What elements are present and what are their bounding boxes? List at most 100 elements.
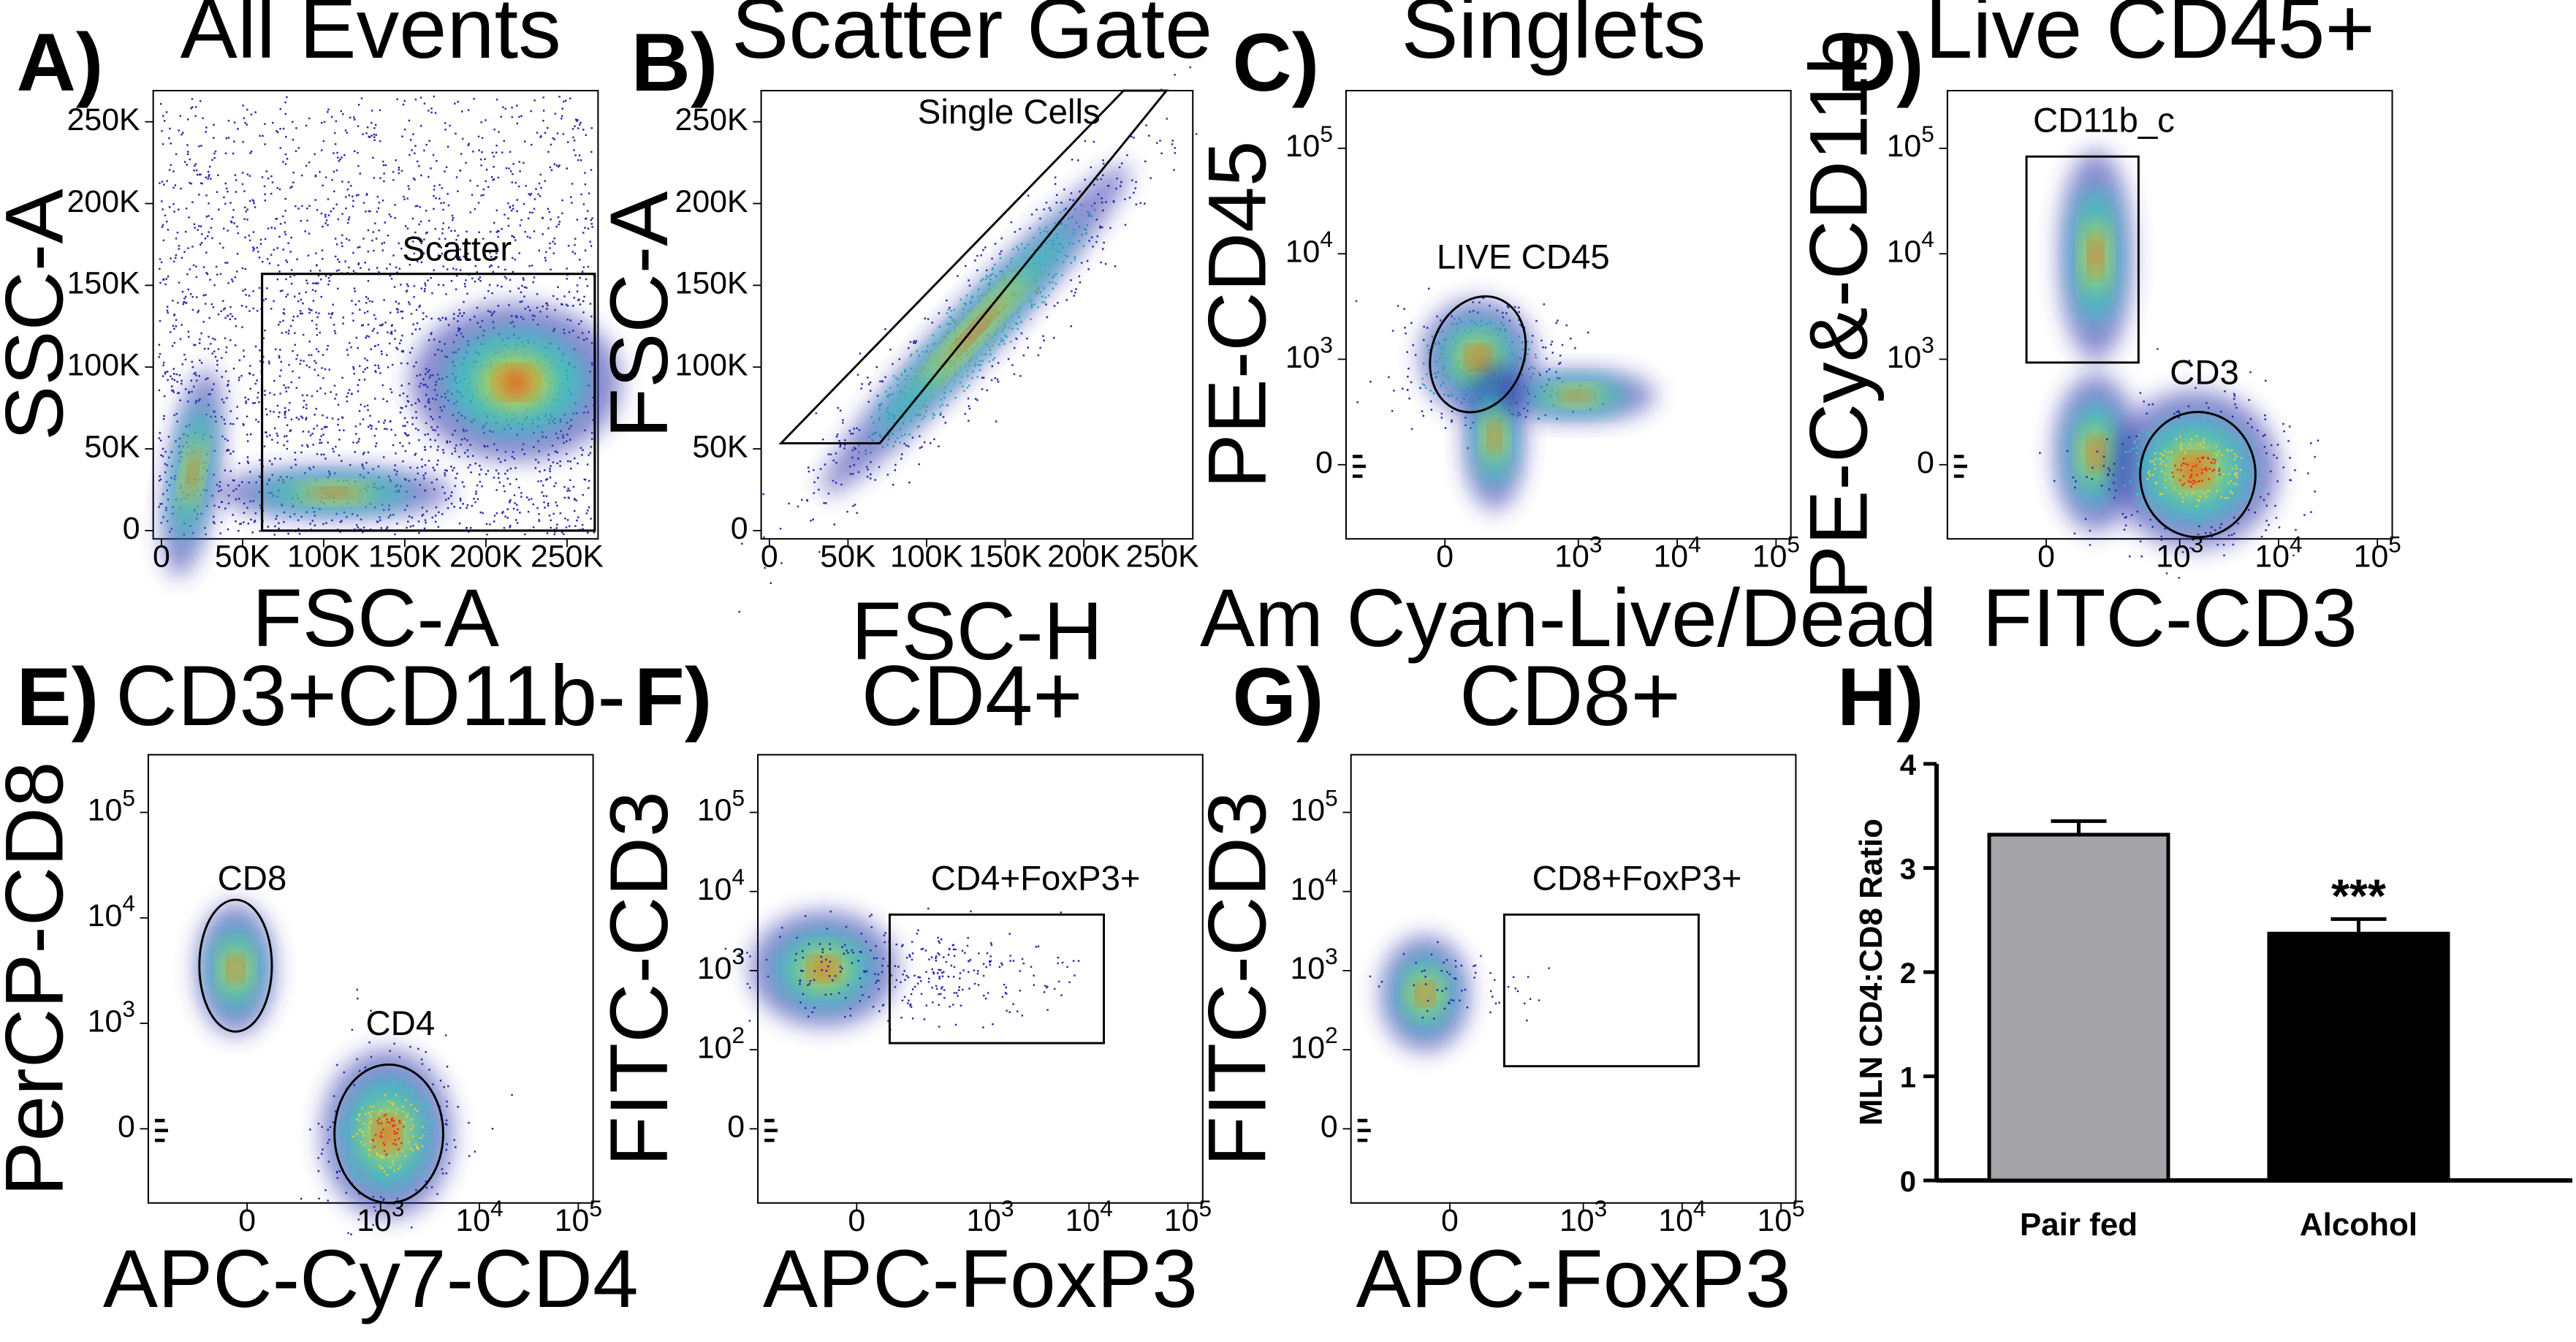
event-dot xyxy=(2144,504,2146,507)
event-dot xyxy=(315,311,317,314)
event-dot xyxy=(2218,468,2221,470)
event-dot xyxy=(240,305,243,307)
event-dot xyxy=(338,1170,341,1172)
panel-label: F) xyxy=(634,651,712,743)
event-dot xyxy=(221,357,223,360)
event-dot xyxy=(2114,490,2117,492)
event-dot xyxy=(2314,455,2316,458)
event-dot xyxy=(2194,510,2196,512)
event-dot xyxy=(884,941,886,944)
event-dot xyxy=(2181,551,2184,553)
event-dot xyxy=(448,1162,450,1164)
event-dot xyxy=(337,423,339,426)
event-dot xyxy=(493,155,495,158)
event-dot xyxy=(1057,980,1060,983)
event-dot xyxy=(2226,449,2228,451)
event-dot xyxy=(412,323,415,326)
event-dot xyxy=(186,153,189,156)
event-dot xyxy=(403,198,406,200)
event-dot xyxy=(425,1139,428,1142)
event-dot xyxy=(210,218,213,220)
event-dot xyxy=(1532,335,1534,337)
density-peak xyxy=(188,456,198,490)
event-dot xyxy=(287,332,290,335)
event-dot xyxy=(392,179,395,181)
event-dot xyxy=(205,271,208,274)
event-dot xyxy=(1131,135,1133,138)
event-dot xyxy=(433,95,436,98)
event-dot xyxy=(305,407,308,410)
event-dot xyxy=(320,212,323,215)
event-dot xyxy=(877,973,880,976)
event-dot xyxy=(200,145,202,147)
event-dot xyxy=(413,258,416,260)
y-axis-label: FITC-CD3 xyxy=(593,791,685,1166)
event-dot xyxy=(478,231,480,234)
event-dot xyxy=(520,291,523,294)
event-dot xyxy=(276,441,279,444)
event-dot xyxy=(170,164,172,167)
event-dot xyxy=(187,288,190,291)
event-dot xyxy=(925,1004,928,1006)
event-dot xyxy=(265,431,267,433)
event-dot xyxy=(2233,509,2235,512)
event-dot xyxy=(407,301,410,303)
event-dot xyxy=(436,1193,438,1195)
event-dot xyxy=(2147,509,2149,512)
event-dot xyxy=(183,251,186,253)
event-dot xyxy=(495,469,498,471)
event-dot xyxy=(162,115,164,117)
event-dot xyxy=(968,420,970,422)
event-dot xyxy=(337,287,339,290)
event-dot xyxy=(222,300,224,303)
event-dot xyxy=(195,265,197,268)
event-dot xyxy=(338,454,341,457)
event-dot xyxy=(194,164,196,167)
event-dot xyxy=(474,280,476,283)
event-dot xyxy=(512,208,514,210)
event-dot xyxy=(418,238,420,240)
event-dot xyxy=(1017,327,1019,330)
event-dot xyxy=(485,168,488,171)
event-dot xyxy=(549,242,551,245)
event-dot xyxy=(300,298,303,301)
event-dot xyxy=(259,243,262,246)
event-dot xyxy=(409,466,411,469)
event-dot xyxy=(224,152,227,155)
event-dot xyxy=(354,118,356,121)
event-dot xyxy=(218,506,220,509)
event-dot xyxy=(2260,466,2262,469)
event-dot xyxy=(262,299,265,302)
event-dot xyxy=(286,96,288,99)
event-dot xyxy=(213,520,215,523)
event-dot xyxy=(379,516,381,518)
event-dot xyxy=(214,355,217,358)
event-dot xyxy=(297,208,300,210)
event-dot xyxy=(504,268,506,271)
event-dot xyxy=(409,153,411,156)
event-dot xyxy=(463,300,465,303)
event-dot xyxy=(859,352,862,355)
event-dot xyxy=(279,147,282,149)
event-dot xyxy=(480,164,482,167)
event-dot xyxy=(839,444,842,447)
event-dot xyxy=(2176,469,2179,471)
event-dot xyxy=(1535,357,1537,359)
event-dot xyxy=(942,416,945,418)
event-dot xyxy=(316,425,319,427)
event-dot xyxy=(246,415,248,418)
event-dot xyxy=(2073,532,2076,535)
event-dot xyxy=(815,412,818,414)
event-dot xyxy=(458,256,461,259)
event-dot xyxy=(167,275,170,278)
event-dot xyxy=(932,417,935,419)
event-dot xyxy=(395,1074,398,1077)
event-dot xyxy=(393,1169,396,1172)
event-dot xyxy=(362,531,364,534)
event-dot xyxy=(314,524,316,527)
event-dot xyxy=(460,269,462,271)
event-dot xyxy=(292,370,294,373)
event-dot xyxy=(424,433,427,436)
event-dot xyxy=(911,958,913,961)
event-dot xyxy=(362,418,365,420)
